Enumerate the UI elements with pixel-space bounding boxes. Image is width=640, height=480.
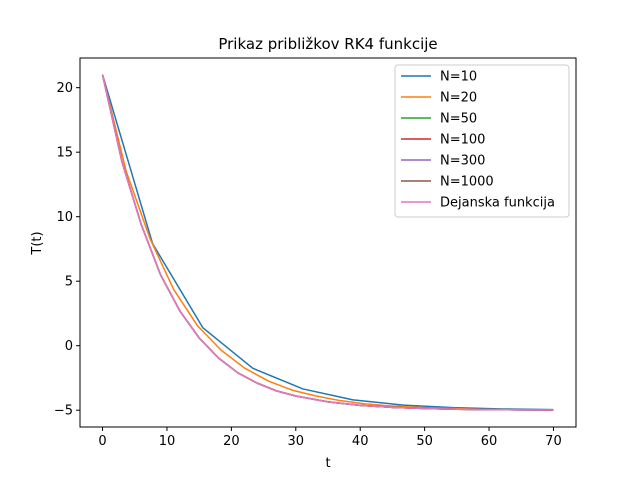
legend-items: N=10 N=20 N=50 N=100 N=300 N=1000 Dejanska fun… — [401, 70, 555, 211]
legend: N=10 N=20 N=50 N=100 N=300 N=1000 Dejanska fun… — [394, 64, 570, 218]
legend-label-0: N=10 — [440, 70, 477, 85]
x-tick-label: 0 — [98, 434, 106, 449]
series-line-6 — [101, 74, 554, 411]
legend-label-6: Dejanska funkcija — [440, 196, 555, 211]
x-tick-label: 40 — [352, 434, 369, 449]
legend-label-4: N=300 — [440, 154, 485, 169]
legend-label-3: N=100 — [440, 133, 485, 148]
series-layer — [101, 74, 554, 411]
x-tick-label: 10 — [159, 434, 176, 449]
y-axis-ticks: −5 0 5 10 15 20 — [54, 81, 80, 419]
legend-box — [394, 64, 570, 218]
x-tick-label: 70 — [545, 434, 562, 449]
y-tick-label: 15 — [56, 146, 73, 161]
x-axis-label: t — [325, 456, 330, 471]
x-axis-ticks: 0 10 20 30 40 50 60 70 — [98, 427, 562, 449]
y-tick-label: 5 — [65, 275, 73, 290]
x-tick-label: 60 — [481, 434, 498, 449]
x-tick-label: 50 — [416, 434, 433, 449]
y-tick-label: 0 — [65, 339, 73, 354]
y-tick-label: 10 — [56, 210, 73, 225]
series-line-0 — [101, 74, 554, 411]
legend-label-2: N=50 — [440, 112, 477, 127]
x-tick-label: 20 — [223, 434, 240, 449]
legend-label-1: N=20 — [440, 91, 477, 106]
chart-title: Prikaz približkov RK4 funkcije — [218, 35, 437, 53]
plot-border — [79, 57, 577, 428]
x-tick-label: 30 — [288, 434, 305, 449]
legend-label-5: N=1000 — [440, 175, 494, 190]
y-tick-label: 20 — [56, 81, 73, 96]
y-tick-label: −5 — [54, 404, 73, 419]
y-axis-label: T(t) — [30, 231, 45, 255]
